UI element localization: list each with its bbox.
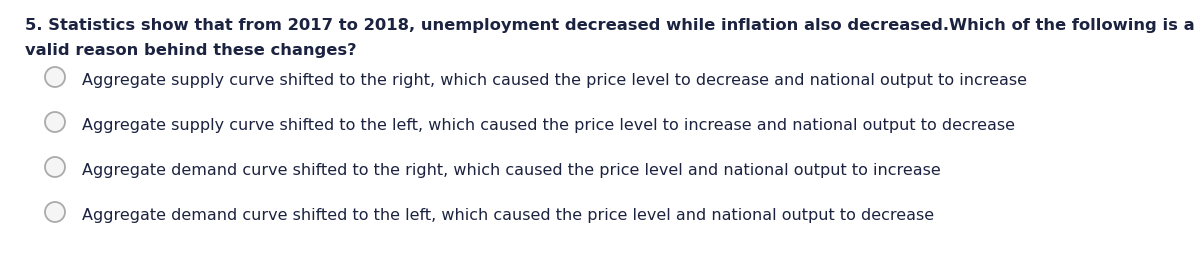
Text: Aggregate demand curve shifted to the right, which caused the price level and na: Aggregate demand curve shifted to the ri… <box>82 163 941 178</box>
Text: 5. Statistics show that from 2017 to 2018, unemployment decreased while inflatio: 5. Statistics show that from 2017 to 201… <box>25 18 1195 33</box>
Ellipse shape <box>46 202 65 222</box>
Text: Aggregate supply curve shifted to the left, which caused the price level to incr: Aggregate supply curve shifted to the le… <box>82 118 1015 133</box>
Text: Aggregate demand curve shifted to the left, which caused the price level and nat: Aggregate demand curve shifted to the le… <box>82 208 934 223</box>
Ellipse shape <box>46 67 65 87</box>
Text: valid reason behind these changes?: valid reason behind these changes? <box>25 43 356 58</box>
Ellipse shape <box>46 112 65 132</box>
Text: Aggregate supply curve shifted to the right, which caused the price level to dec: Aggregate supply curve shifted to the ri… <box>82 73 1027 88</box>
Ellipse shape <box>46 157 65 177</box>
